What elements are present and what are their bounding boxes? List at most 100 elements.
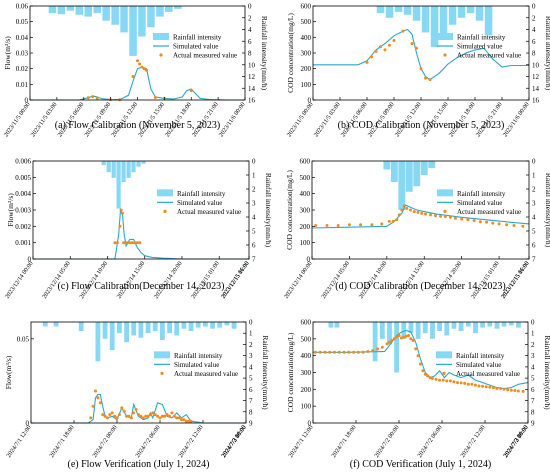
plot-frame <box>30 321 247 424</box>
rainfall-bar <box>95 322 101 362</box>
rainfall-bar <box>93 6 101 14</box>
y2-tick-label: 12 <box>532 73 540 81</box>
measured-point <box>118 224 122 228</box>
y2-tick-label: 14 <box>248 85 256 93</box>
measured-point <box>456 381 459 385</box>
y-tick-label: 0.001 <box>15 239 31 247</box>
rainfall-bar <box>420 161 428 175</box>
rainfall-bar <box>78 322 84 331</box>
y2-tick-label: 2 <box>248 14 252 22</box>
simulated-line <box>311 204 530 229</box>
x-tick-label: 2024/7/2 06:00 <box>416 424 443 459</box>
measured-point <box>119 208 123 212</box>
measured-point <box>409 337 413 341</box>
rainfall-bar <box>131 322 137 336</box>
rainfall-bar <box>421 6 430 33</box>
x-tick-label: 2024/7/3 06:00 <box>220 424 247 459</box>
measured-point <box>142 67 146 71</box>
measured-point <box>439 214 442 218</box>
y2-tick-label: 4 <box>532 26 536 34</box>
measured-point <box>130 241 134 245</box>
rainfall-bar <box>195 322 201 328</box>
y-tick-label: 100 <box>301 81 312 89</box>
y2-tick-label: 6 <box>532 38 536 46</box>
measured-point <box>497 222 501 226</box>
measured-point <box>428 376 432 380</box>
measured-point <box>443 215 447 218</box>
measured-point <box>415 46 418 50</box>
measured-point <box>429 213 432 217</box>
x-tick-label: 2024/7/3 06:00 <box>502 424 529 459</box>
simulated-line <box>33 208 249 260</box>
rainfall-bar <box>413 161 421 187</box>
legend-meas-swatch <box>163 209 167 213</box>
measured-point <box>491 221 495 225</box>
measured-point <box>146 414 150 418</box>
x-tick-label: 2024/7/2 00:00 <box>373 424 400 459</box>
simulated-line <box>30 66 245 101</box>
y-tick-label: 0 <box>308 420 312 428</box>
y2-tick-label: 2 <box>252 186 256 194</box>
measured-point <box>115 241 119 245</box>
measured-point <box>145 68 148 72</box>
measured-point <box>128 241 132 245</box>
measured-point <box>472 219 476 223</box>
measured-point <box>323 350 327 354</box>
x-tick-label: 2023/11/6 00:00 <box>218 101 247 138</box>
measured-point <box>407 334 411 337</box>
y2-tick-label: 6 <box>532 242 536 250</box>
measured-point <box>134 408 138 411</box>
legend-rain-swatch <box>437 33 453 41</box>
measured-point <box>509 388 513 392</box>
measured-point <box>424 212 427 216</box>
measured-point <box>409 208 412 212</box>
y2-tick-label: 1 <box>532 172 536 180</box>
measured-point <box>401 29 405 33</box>
rainfall-bar <box>334 322 340 328</box>
y-axis-title: COD concentration(mg/L) <box>286 332 295 412</box>
measured-point <box>392 39 396 42</box>
measured-point <box>125 414 129 418</box>
rainfall-bar <box>136 161 141 167</box>
measured-point <box>423 372 427 376</box>
x-tick-label: 2024/7/1 18:00 <box>330 424 357 459</box>
measured-point <box>337 350 341 354</box>
rainfall-bar <box>152 322 158 331</box>
legend-meas-swatch <box>443 209 447 213</box>
rainfall-bar <box>138 6 146 37</box>
rainfall-bar <box>53 322 59 327</box>
rainfall-bar <box>451 322 457 329</box>
y2-tick-label: 10 <box>248 61 256 69</box>
measured-point <box>424 76 427 80</box>
y-tick-label: 600 <box>301 319 312 327</box>
y-tick-label: 100 <box>300 239 311 247</box>
measured-point <box>370 223 374 227</box>
y2-tick-label: 7 <box>249 397 253 405</box>
y2-tick-label: 1 <box>252 172 256 180</box>
rainfall-bar <box>101 161 106 166</box>
legend-meas-label: Actual measured value <box>456 370 520 378</box>
rainfall-bar <box>403 6 412 15</box>
rainfall-bar <box>473 322 478 334</box>
measured-point <box>160 414 164 418</box>
measured-point <box>328 350 332 354</box>
measured-point <box>133 241 137 245</box>
measured-point <box>156 414 160 418</box>
measured-point <box>473 383 477 387</box>
measured-point <box>416 210 420 214</box>
rainfall-bar <box>466 6 475 14</box>
y2-tick-label: 1 <box>249 330 253 338</box>
measured-point <box>466 382 470 386</box>
measured-point <box>481 384 485 388</box>
y2-tick-label: 8 <box>532 50 536 58</box>
measured-point <box>172 414 176 418</box>
rainfall-bar <box>501 322 507 327</box>
y2-tick-label: 5 <box>252 228 256 236</box>
y-tick-label: 300 <box>300 207 311 215</box>
measured-point <box>182 418 186 422</box>
y2-tick-label: 4 <box>249 363 253 371</box>
measured-point <box>86 96 90 100</box>
